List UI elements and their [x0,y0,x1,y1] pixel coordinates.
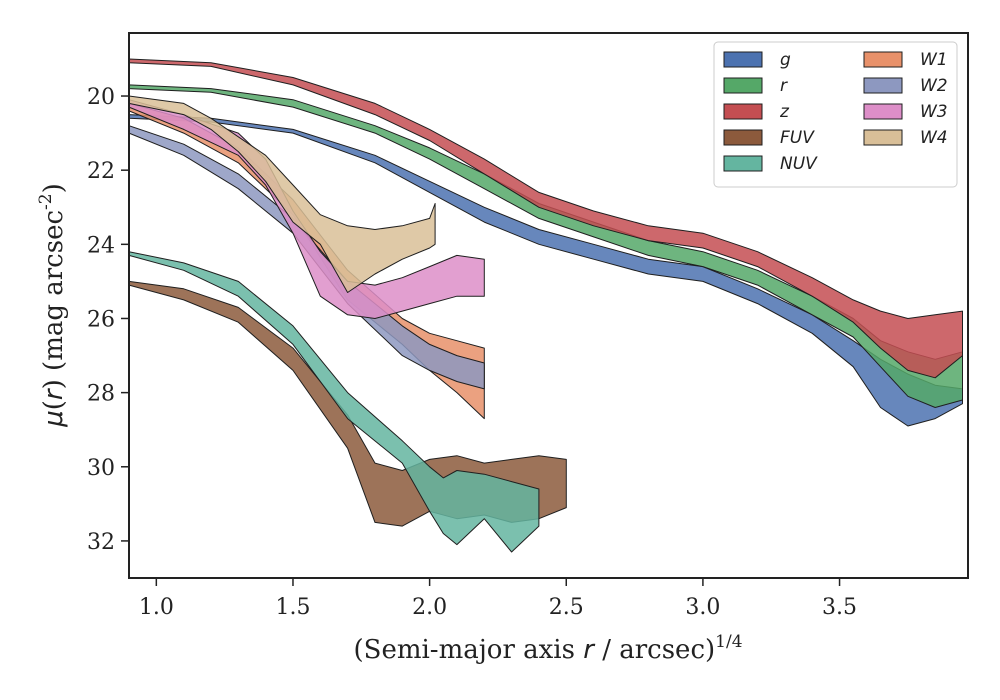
legend-swatch-w2 [863,77,903,94]
y-axis-ticks: 20 22 24 26 28 30 32 [87,85,129,555]
x-tick-label: 3.0 [685,595,720,620]
legend-swatch-nuv [723,155,763,172]
x-tick-label: 3.5 [822,595,857,620]
x-tick-label: 1.5 [275,595,310,620]
x-tick-label: 2.0 [412,595,447,620]
x-axis-ticks: 1.0 1.5 2.0 2.5 3.0 3.5 [139,578,857,620]
legend-swatch-r [723,77,763,94]
legend-label-nuv: NUV [780,154,818,174]
x-axis-label: (Semi-major axis r / arcsec)1/4 [353,632,742,665]
band-w4 [128,95,436,293]
legend-label-w3: W3 [920,102,948,122]
band-z [128,58,963,379]
legend-label-w1: W1 [920,50,948,70]
legend-label-r: r [780,76,788,96]
band-nuv [128,251,540,553]
band-fuv [128,280,567,527]
legend-label-g: g [780,50,791,70]
plot-frame [128,32,969,579]
legend-swatch-w1 [863,51,903,68]
legend: grz FUV NUV W1 W2 W3 W4 [713,41,958,188]
legend-label-z: z [779,102,790,122]
y-tick-label: 24 [87,233,115,258]
x-tick-label: 1.0 [139,595,174,620]
legend-label-fuv: FUV [780,128,815,148]
legend-label-w4: W4 [920,128,948,148]
y-tick-label: 26 [87,307,115,332]
legend-swatch-w3 [863,103,903,120]
band-g [128,114,963,427]
legend-swatch-g [723,51,763,68]
y-tick-label: 30 [87,456,115,481]
y-tick-label: 20 [87,85,115,110]
legend-swatch-z [723,103,763,120]
legend-label-w2: W2 [920,76,948,96]
y-tick-label: 22 [87,159,115,184]
y-axis-label: μ(r) (mag arcsec-2) [36,183,69,428]
legend-swatch-fuv [723,129,763,146]
series-bands [128,58,963,553]
y-tick-label: 32 [87,530,115,555]
x-tick-label: 2.5 [549,595,584,620]
legend-swatch-w4 [863,129,903,146]
y-tick-label: 28 [87,382,115,407]
